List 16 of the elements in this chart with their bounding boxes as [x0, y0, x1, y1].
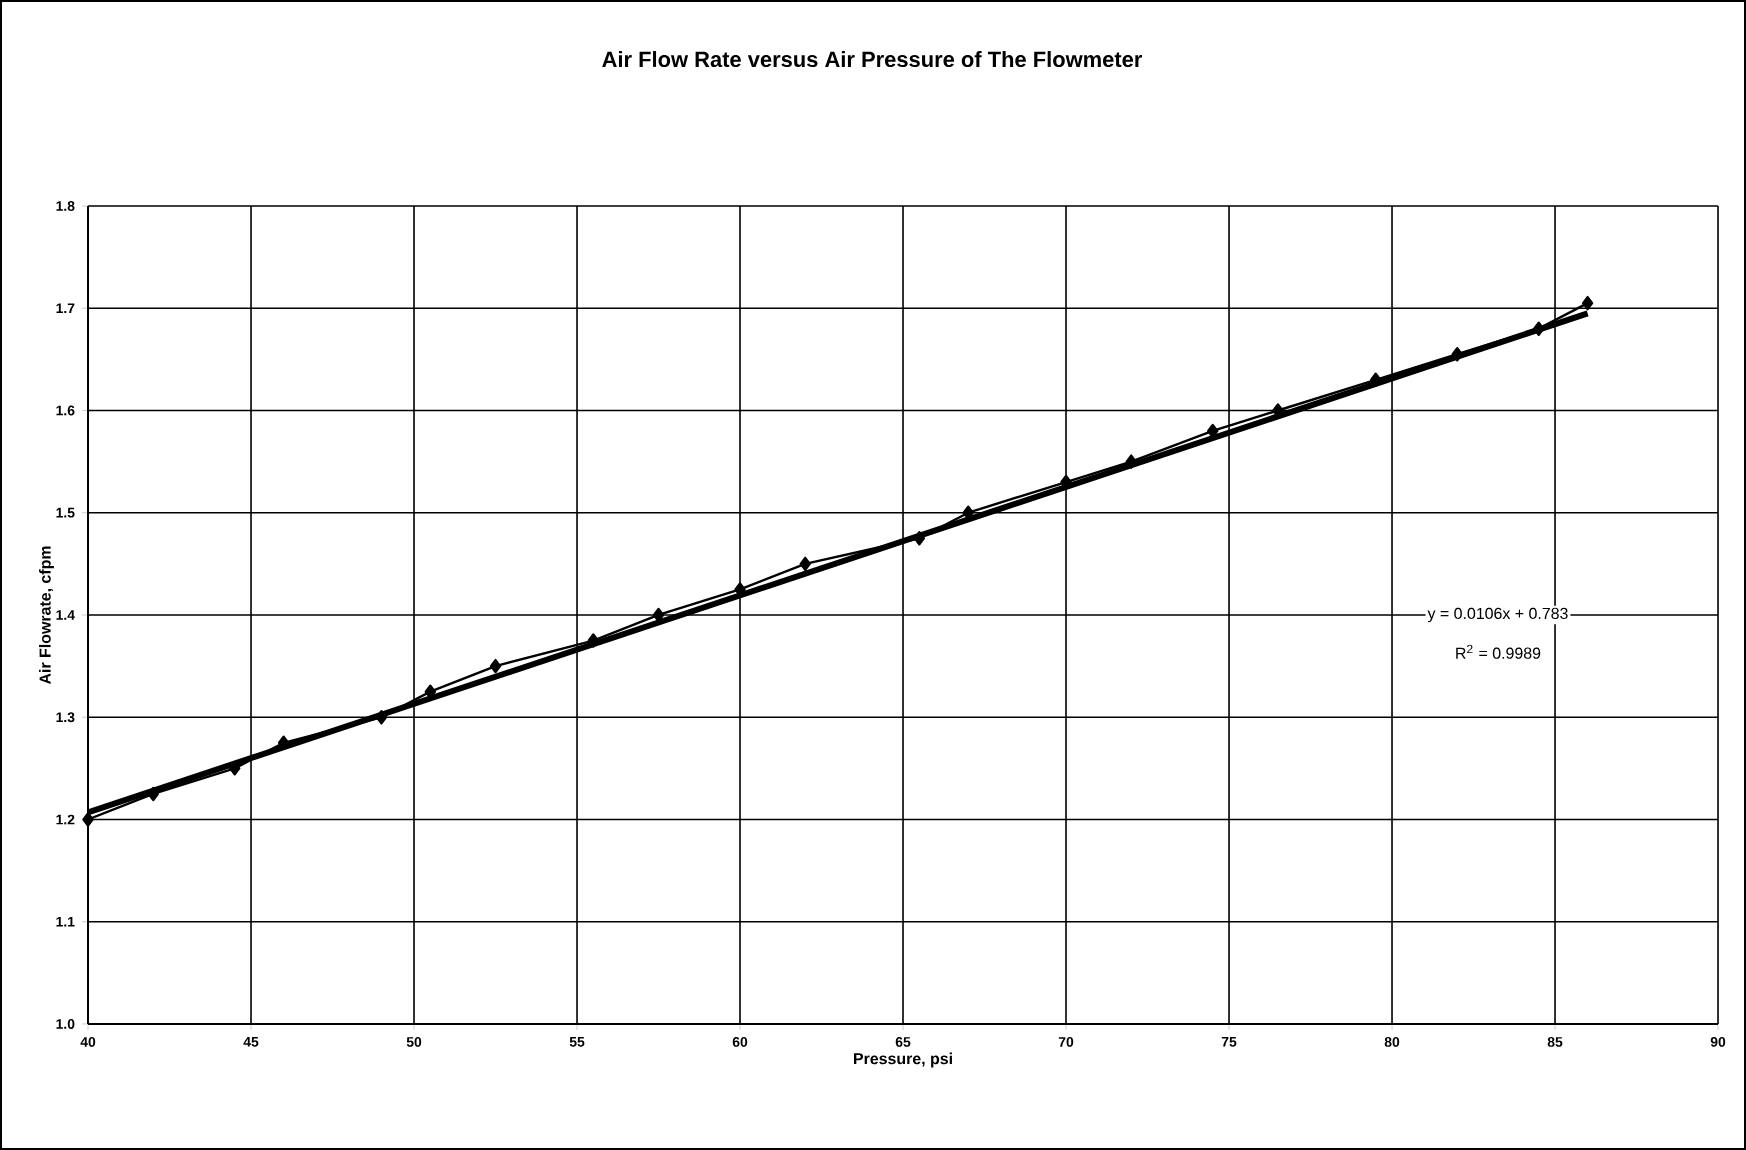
point — [913, 531, 926, 546]
point — [962, 505, 974, 520]
point — [1370, 372, 1382, 388]
point — [1451, 347, 1463, 362]
point — [1125, 454, 1137, 469]
point — [424, 684, 437, 699]
point — [147, 786, 159, 802]
point — [489, 658, 502, 674]
point — [375, 710, 388, 725]
point — [1581, 295, 1594, 311]
chart-title: Air Flow Rate versus Air Pressure of The Flowmeter — [602, 51, 1143, 68]
point — [1533, 321, 1545, 336]
point — [82, 812, 94, 827]
point — [799, 556, 811, 572]
point — [587, 633, 600, 648]
point — [652, 607, 665, 623]
